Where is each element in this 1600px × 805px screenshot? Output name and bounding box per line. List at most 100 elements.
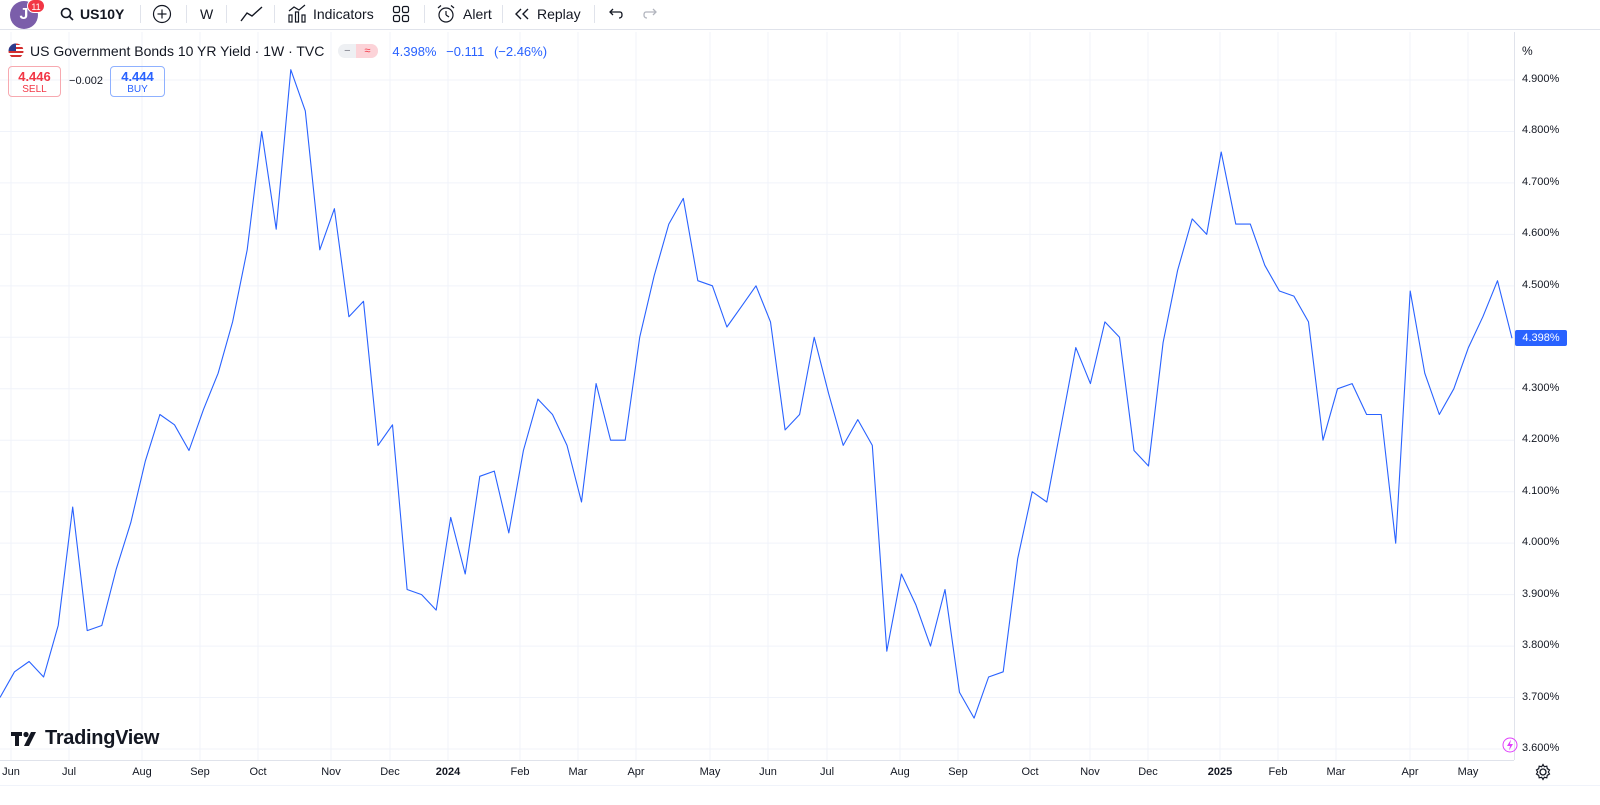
time-tick-label: Jul <box>819 766 835 778</box>
price-unit: % <box>1522 44 1533 58</box>
grid-layout-icon <box>392 5 410 23</box>
time-axis[interactable] <box>0 760 1514 785</box>
rewind-icon <box>515 8 529 20</box>
time-tick-label: Jun <box>759 766 777 778</box>
price-axis[interactable] <box>1514 32 1600 760</box>
bottom-strip <box>0 785 1600 805</box>
price-chart[interactable] <box>0 32 1514 760</box>
time-tick-label: Oct <box>1021 766 1039 778</box>
time-tick-label: 2024 <box>435 766 461 778</box>
time-tick-label: May <box>699 766 721 778</box>
legend-change: −0.111 <box>446 43 485 59</box>
time-tick-label: Nov <box>321 766 341 778</box>
notification-badge: 11 <box>27 0 45 13</box>
layouts-button[interactable] <box>392 0 410 28</box>
top-toolbar: J 11 US10Y W Indicators Alert Replay <box>0 0 1600 30</box>
time-tick-label: Mar <box>1326 766 1346 778</box>
toolbar-divider <box>140 5 141 23</box>
indicators-icon <box>288 4 306 23</box>
toolbar-divider <box>186 5 187 23</box>
replay-button[interactable]: Replay <box>513 0 581 28</box>
indicators-label: Indicators <box>313 6 374 22</box>
legend-change-pct: (−2.46%) <box>493 43 548 59</box>
time-tick-label: Aug <box>132 766 152 778</box>
time-tick-label: Oct <box>249 766 267 778</box>
time-tick-label: Apr <box>1401 766 1419 778</box>
sell-label: SELL <box>22 84 47 95</box>
time-tick-label: Dec <box>1138 766 1158 778</box>
us-flag-icon <box>8 43 24 59</box>
legend-toggle[interactable]: − ≈ <box>338 44 379 58</box>
indicators-button[interactable]: Indicators <box>287 0 374 28</box>
compare-button[interactable] <box>152 0 172 28</box>
toolbar-divider <box>594 5 595 23</box>
time-tick-label: Apr <box>627 766 645 778</box>
redo-button[interactable] <box>642 0 660 28</box>
last-price-tag: 4.398% <box>1515 330 1567 347</box>
toolbar-divider <box>274 5 275 23</box>
plus-circle-icon <box>152 4 172 24</box>
time-tick-label: 2025 <box>1207 766 1233 778</box>
price-tick-label: 4.500% <box>1522 278 1560 291</box>
price-tick-label: 4.200% <box>1522 433 1560 446</box>
symbol-name: US10Y <box>80 6 125 22</box>
toolbar-divider <box>424 5 425 23</box>
gear-icon[interactable] <box>1534 763 1552 781</box>
alarm-clock-icon <box>437 5 455 23</box>
price-tick-label: 4.000% <box>1522 536 1560 549</box>
price-tick-label: 3.700% <box>1522 690 1560 703</box>
search-icon <box>60 7 74 21</box>
time-tick-label: Sep <box>190 766 210 778</box>
price-tick-label: 3.600% <box>1522 742 1560 754</box>
avatar-letter: J <box>19 6 29 23</box>
price-tick-label: 3.800% <box>1522 639 1560 652</box>
line-chart-icon <box>240 6 263 22</box>
time-tick-label: May <box>1457 766 1479 778</box>
toolbar-divider <box>502 5 503 23</box>
buy-price: 4.444 <box>121 69 154 84</box>
price-tick-label: 4.700% <box>1522 175 1560 188</box>
logo-text: TradingView <box>45 727 160 749</box>
alert-label: Alert <box>463 6 492 22</box>
price-tick-label: 4.100% <box>1522 484 1560 497</box>
chart-type-button[interactable] <box>240 0 264 28</box>
undo-icon <box>609 8 623 19</box>
time-tick-label: Dec <box>380 766 400 778</box>
lightning-icon[interactable] <box>1502 737 1518 753</box>
sell-price: 4.446 <box>18 69 51 84</box>
price-tick-label: 4.300% <box>1522 381 1560 394</box>
time-tick-label: Sep <box>948 766 968 778</box>
redo-icon <box>643 8 657 19</box>
time-tick-label: Aug <box>890 766 910 778</box>
tradingview-mark-icon <box>11 731 36 746</box>
interval-button[interactable]: W <box>200 0 213 28</box>
tradingview-logo[interactable]: TradingView <box>11 727 159 750</box>
toolbar-divider <box>226 5 227 23</box>
legend-title: US Government Bonds 10 YR Yield · 1W · T… <box>30 43 325 59</box>
legend-values: 4.398% −0.111 (−2.46%) <box>392 44 553 59</box>
price-tick-label: 4.600% <box>1522 227 1560 240</box>
price-tick-label: 4.900% <box>1522 73 1560 85</box>
time-tick-label: Nov <box>1080 766 1100 778</box>
spread-value: −0.002 <box>69 75 103 87</box>
price-series-line[interactable] <box>0 69 1513 719</box>
chart-legend: US Government Bonds 10 YR Yield · 1W · T… <box>8 42 553 60</box>
price-tick-label: 3.900% <box>1522 587 1560 600</box>
interval-label: W <box>200 6 214 22</box>
legend-last-price: 4.398% <box>392 43 437 59</box>
sell-button[interactable]: 4.446 SELL <box>8 66 61 97</box>
undo-button[interactable] <box>606 0 624 28</box>
approx-icon: ≈ <box>356 44 379 58</box>
time-tick-label: Feb <box>1268 766 1288 778</box>
time-tick-label: Jun <box>2 766 20 778</box>
minus-icon: − <box>344 45 351 57</box>
buy-button[interactable]: 4.444 BUY <box>110 66 165 97</box>
symbol-search[interactable]: US10Y <box>60 0 124 28</box>
price-tick-label: 4.800% <box>1522 124 1560 137</box>
replay-label: Replay <box>537 6 581 22</box>
buy-label: BUY <box>127 84 148 95</box>
time-tick-label: Feb <box>510 766 530 778</box>
time-tick-label: Jul <box>61 766 77 778</box>
alert-button[interactable]: Alert <box>436 0 492 28</box>
time-tick-label: Mar <box>568 766 588 778</box>
